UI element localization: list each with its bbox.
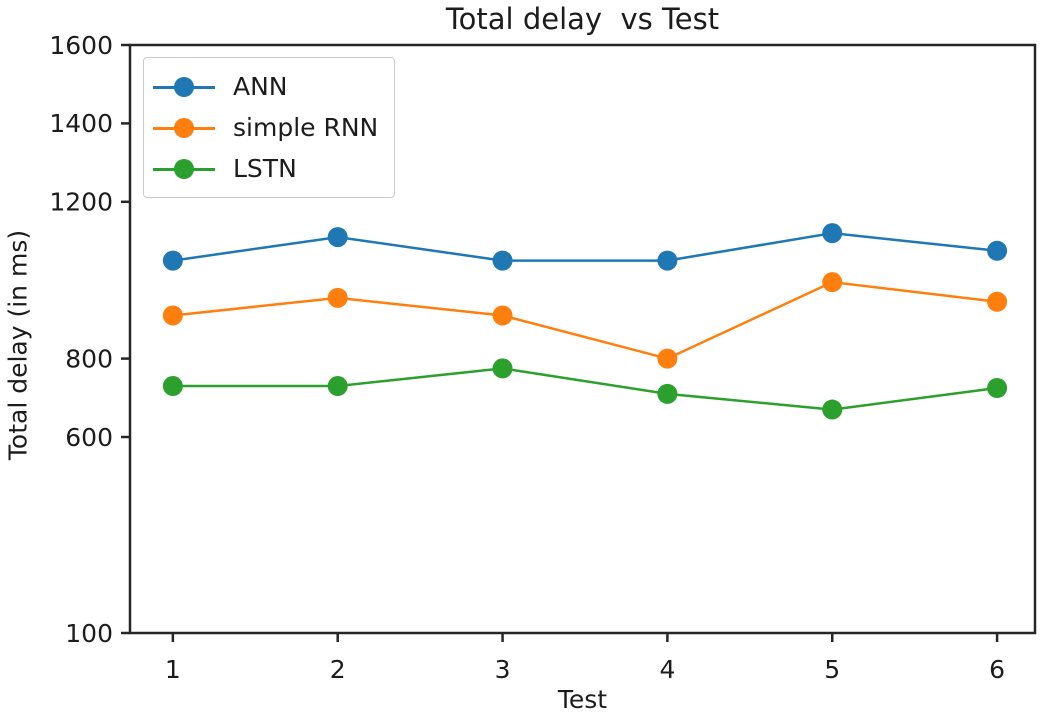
chart-title: Total delay vs Test (445, 2, 720, 36)
series-line-simple-rnn (172, 280, 998, 360)
y-tick-label: 1400 (49, 109, 113, 138)
data-point-lstn (327, 376, 348, 397)
data-point-lstn (987, 378, 1008, 398)
legend-item-ann: ANN (153, 66, 378, 107)
data-point-lstn (162, 376, 183, 397)
legend-marker-icon (153, 117, 215, 138)
x-tick-label: 2 (330, 655, 346, 684)
x-tick-label: 1 (165, 655, 181, 684)
legend-marker-icon (153, 158, 215, 179)
legend-marker-icon (153, 76, 215, 97)
data-point-ann (162, 250, 183, 271)
y-tick-label: 100 (65, 619, 113, 648)
data-point-ann (327, 227, 348, 248)
data-point-simple-rnn (162, 305, 183, 326)
data-point-lstn (657, 383, 678, 404)
data-point-ann (657, 250, 678, 271)
legend: ANN simple RNN LSTN (143, 57, 396, 198)
data-point-ann (822, 223, 843, 244)
data-point-ann (987, 240, 1008, 261)
data-point-simple-rnn (327, 287, 348, 308)
y-axis-label: Total delay (in ms) (3, 229, 33, 461)
legend-label: LSTN (233, 154, 297, 183)
data-point-lstn (822, 399, 843, 420)
x-axis-label: Test (557, 685, 608, 714)
y-tick-label: 600 (65, 423, 113, 452)
series-line-ann (172, 231, 998, 262)
plot-frame (128, 43, 1037, 635)
legend-item-simple-rnn: simple RNN (153, 107, 378, 148)
x-tick-label: 4 (659, 655, 675, 684)
data-point-simple-rnn (492, 305, 513, 326)
y-tick-label: 1600 (49, 31, 113, 60)
legend-label: simple RNN (233, 113, 379, 142)
legend-item-lstn: LSTN (153, 148, 378, 189)
data-point-simple-rnn (657, 348, 678, 369)
data-point-simple-rnn (987, 291, 1008, 312)
y-tick-label: 800 (65, 344, 113, 373)
data-point-lstn (492, 358, 513, 379)
legend-label: ANN (233, 72, 288, 101)
x-tick-label: 5 (824, 655, 840, 684)
x-tick-label: 6 (989, 655, 1005, 684)
y-tick-label: 1200 (49, 188, 113, 217)
data-point-ann (492, 250, 513, 271)
x-tick-label: 3 (495, 655, 511, 684)
series-line-lstn (172, 367, 998, 411)
data-point-simple-rnn (822, 272, 843, 293)
